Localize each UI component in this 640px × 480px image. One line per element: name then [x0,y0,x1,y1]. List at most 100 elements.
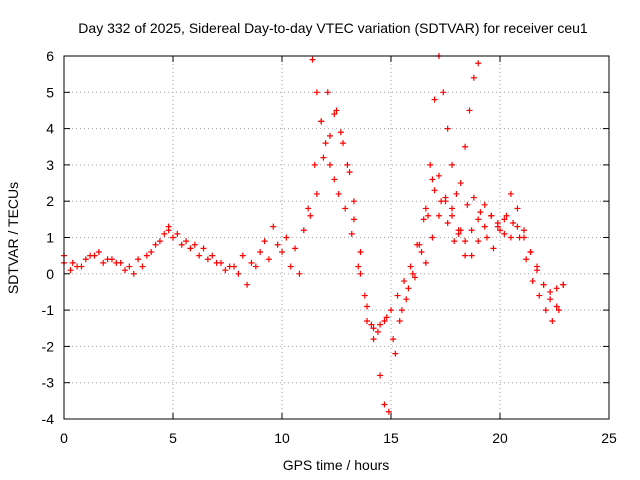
data-point [100,259,107,266]
data-point [67,267,74,274]
data-point [374,328,381,335]
data-point [401,278,408,285]
y-tick-label: -1 [42,302,55,318]
data-point [501,216,508,223]
data-point [307,212,314,219]
data-point [318,118,325,125]
data-point [348,230,355,237]
data-point [381,317,388,324]
data-point [370,336,377,343]
data-point [357,270,364,277]
data-point [239,252,246,259]
data-point [462,252,469,259]
data-point [320,154,327,161]
data-point [536,292,543,299]
data-point [481,223,488,230]
data-point [337,129,344,136]
data-point [490,245,497,252]
data-point [392,350,399,357]
data-point [503,212,510,219]
data-point [422,205,429,212]
data-point [409,270,416,277]
data-point [156,238,163,245]
data-point [444,125,451,132]
x-tick-label: 5 [169,430,177,446]
y-axis-label: SDTVAR / TECUs [5,182,21,294]
x-tick-label: 15 [383,430,399,446]
data-point [113,259,120,266]
y-tick-label: -2 [42,338,55,354]
y-tick-label: 2 [46,193,54,209]
y-tick-label: 4 [46,121,54,137]
data-point [464,201,471,208]
data-point [340,140,347,147]
data-point [313,190,320,197]
data-point [420,216,427,223]
data-point [529,278,536,285]
data-point [305,205,312,212]
data-point [442,198,449,205]
data-point [444,219,451,226]
data-point [82,256,89,263]
data-point [324,89,331,96]
data-point [540,281,547,288]
data-point [429,234,436,241]
data-point [514,223,521,230]
data-point [547,296,554,303]
data-point [510,219,517,226]
data-point [560,281,567,288]
y-tick-label: 3 [46,157,54,173]
y-tick-label: 5 [46,84,54,100]
data-point [435,212,442,219]
data-point [553,303,560,310]
data-point [326,132,333,139]
data-point [429,176,436,183]
data-point [69,259,76,266]
data-point [161,230,168,237]
data-point [309,56,316,63]
data-point [470,74,477,81]
data-point [335,190,342,197]
data-point [104,256,111,263]
data-point [204,256,211,263]
data-point [287,263,294,270]
data-point [95,249,102,256]
data-point [523,256,530,263]
data-point [407,263,414,270]
data-point [431,187,438,194]
data-point [405,285,412,292]
data-point [534,267,541,274]
data-point [333,107,340,114]
y-tick-label: 6 [46,48,54,64]
data-point [244,281,251,288]
data-point [414,241,421,248]
data-point [313,89,320,96]
series-4 [422,198,567,295]
data-point [261,238,268,245]
data-point [462,143,469,150]
axis-ticks: 0 5 10 15 20 25 -4 -3 -2 -1 0 1 2 3 4 5 6 [42,48,617,446]
data-point [300,227,307,234]
data-point [368,321,375,328]
data-point [78,263,85,270]
data-point [200,245,207,252]
data-point [311,161,318,168]
data-point [143,252,150,259]
data-point [462,238,469,245]
data-point [398,307,405,314]
grid-lines [64,56,609,419]
data-point [346,169,353,176]
data-point [497,227,503,234]
y-tick-label: 0 [46,266,54,282]
x-tick-label: 10 [274,430,290,446]
chart-title: Day 332 of 2025, Sidereal Day-to-day VTE… [78,20,588,36]
data-point [411,274,418,281]
data-point [483,234,490,241]
x-tick-label: 25 [601,430,617,446]
data-point [477,209,484,216]
data-point [422,259,429,266]
data-point [501,230,508,237]
data-point [507,234,514,241]
